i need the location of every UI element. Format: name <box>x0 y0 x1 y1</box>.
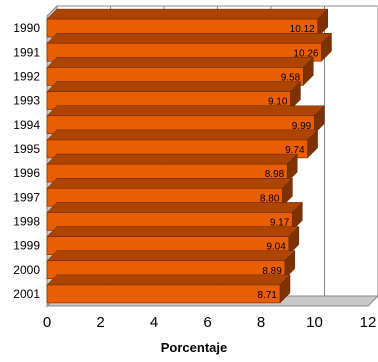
bar-top-face <box>46 250 296 261</box>
bar-top-face <box>46 178 294 189</box>
bar-1993: 9.10 <box>46 80 302 111</box>
data-label-1994: 9.99 <box>292 121 312 132</box>
y-tick-label-1990: 1990 <box>13 21 40 35</box>
y-tick-label-1999: 1999 <box>13 239 40 253</box>
y-tick-label-1998: 1998 <box>13 214 40 228</box>
bar-1998: 9.17 <box>46 201 303 232</box>
y-tick-label-1992: 1992 <box>13 69 40 83</box>
bar-1997: 8.80 <box>46 177 294 207</box>
x-tick-labels: 0 2 4 6 8 10 12 <box>43 314 377 331</box>
x-tick-label-12: 12 <box>360 314 377 331</box>
y-tick-label-1997: 1997 <box>13 190 40 204</box>
x-axis-label: Porcentaje <box>161 340 227 355</box>
data-label-1992: 9.58 <box>281 72 301 83</box>
y-tick-label-2001: 2001 <box>13 287 40 301</box>
data-label-2000: 8.89 <box>262 266 282 277</box>
y-tick-label-1993: 1993 <box>13 94 40 108</box>
bar-top-face <box>46 202 303 213</box>
data-label-1993: 9.10 <box>268 97 288 108</box>
y-tick-label-1994: 1994 <box>13 118 40 132</box>
data-label-1998: 9.17 <box>270 217 290 228</box>
bar-front-face <box>46 284 281 304</box>
bar-2000: 8.89 <box>46 250 296 280</box>
bar-top-face <box>46 33 333 44</box>
x-tick-label-0: 0 <box>43 314 51 331</box>
bar-top-face <box>46 274 291 286</box>
bar-top-face <box>46 153 298 165</box>
bar-1995: 9.74 <box>46 129 319 159</box>
data-label-1997: 8.80 <box>260 193 280 204</box>
x-tick-label-10: 10 <box>306 314 323 331</box>
bar-1994: 9.99 <box>46 105 325 135</box>
bar-1999: 9.04 <box>46 225 300 256</box>
bar-top-face <box>46 81 302 92</box>
bar-top-face <box>46 129 319 141</box>
bars: 10.12 10.26 9.58 9.10 9.99 9.74 8.98 8.80 9.17 9.… <box>46 8 333 304</box>
data-label-1990: 10.12 <box>290 24 315 35</box>
bar-top-face <box>46 105 325 116</box>
x-tick-label-6: 6 <box>203 314 211 331</box>
data-label-1991: 10.26 <box>293 48 318 59</box>
bar-1991: 10.26 <box>46 32 333 62</box>
bar-1996: 8.98 <box>46 153 298 183</box>
y-tick-label-1996: 1996 <box>13 166 40 180</box>
y-tick-label-1991: 1991 <box>13 45 40 59</box>
bar-1992: 9.58 <box>46 56 314 87</box>
x-tick-label-4: 4 <box>150 314 158 331</box>
bar-top-face <box>46 226 300 237</box>
y-tick-label-1995: 1995 <box>13 142 40 156</box>
data-label-1995: 9.74 <box>285 145 305 156</box>
x-tick-label-2: 2 <box>96 314 104 331</box>
bar-1990: 10.12 <box>46 8 329 38</box>
data-label-1996: 8.98 <box>265 169 285 180</box>
bar-top-face <box>46 8 329 20</box>
y-tick-labels: 1990 1991 1992 1993 1994 1995 1996 1997 1998 1999… <box>13 21 40 301</box>
bar-2001: 8.71 <box>46 274 291 304</box>
data-label-2001: 8.71 <box>258 290 278 301</box>
data-label-1999: 9.04 <box>266 242 286 253</box>
x-tick-label-8: 8 <box>257 314 265 331</box>
bar-top-face <box>46 57 314 68</box>
y-tick-label-2000: 2000 <box>13 263 40 277</box>
